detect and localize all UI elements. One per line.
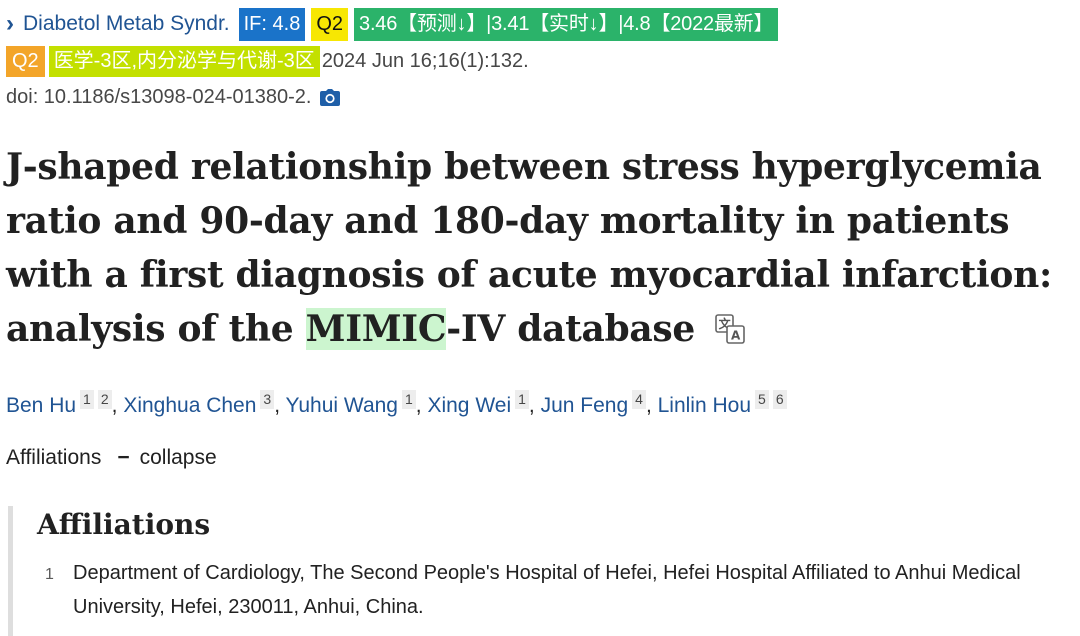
author-separator: , (415, 394, 428, 417)
if-prediction-badge[interactable]: 3.46【预测↓】|3.41【实时↓】|4.8【2022最新】 (354, 7, 779, 41)
author-list: Ben Hu 1 2, Xinghua Chen 3, Yuhui Wang 1, Xi… (6, 390, 787, 418)
author-link[interactable]: Linlin Hou (657, 394, 752, 417)
title-highlight: MIMIC (305, 308, 447, 350)
affiliations-label: Affiliations (6, 446, 102, 469)
affiliation-ref[interactable]: 1 (515, 390, 529, 409)
cas-quartile-badge[interactable]: Q2 (6, 45, 45, 77)
affiliations-heading: Affiliations (37, 508, 211, 541)
affiliation-ref[interactable]: 4 (632, 390, 646, 409)
ranking-line: Q2 医学-3区,内分泌学与代谢-3区 2024 Jun 16;16(1):13… (6, 45, 529, 77)
cas-zone-badge[interactable]: 医学-3区,内分泌学与代谢-3区 (48, 45, 320, 77)
author-separator: , (645, 394, 658, 417)
journal-link[interactable]: › Diabetol Metab Syndr. (6, 10, 230, 38)
collapse-link[interactable]: collapse (139, 446, 217, 469)
article-title: J-shaped relationship between stress hyp… (6, 140, 1080, 359)
affiliation-text: Department of Cardiology, The Second Peo… (73, 562, 1021, 618)
collapse-dash: − (117, 446, 130, 469)
affiliation-ref[interactable]: 1 (80, 390, 94, 409)
title-line-2: ratio and 90-day and 180-day mortality i… (6, 200, 1010, 242)
svg-text:A: A (731, 329, 741, 343)
affiliation-ref[interactable]: 3 (260, 390, 275, 409)
author-link[interactable]: Ben Hu (6, 394, 77, 417)
author-link[interactable]: Jun Feng (540, 394, 629, 417)
author-separator: , (274, 394, 286, 417)
title-line-4-pre: analysis of the (6, 308, 306, 350)
affiliation-number: 1 (45, 566, 54, 583)
author-link[interactable]: Yuhui Wang (285, 394, 398, 417)
author-link[interactable]: Xing Wei (427, 394, 512, 417)
citation-info: 2024 Jun 16;16(1):132. (321, 49, 529, 72)
author-link[interactable]: Xinghua Chen (123, 394, 257, 417)
doi-line: doi: 10.1186/s13098-024-01380-2. (6, 83, 341, 111)
affiliation-ref[interactable]: 1 (401, 390, 416, 409)
affiliations-toggle: Affiliations − collapse (6, 446, 217, 470)
camera-icon[interactable] (320, 88, 341, 106)
affiliation-ref[interactable]: 5 (755, 390, 769, 409)
chevron-right-icon: › (6, 10, 14, 37)
journal-line: › Diabetol Metab Syndr. IF: 4.8 Q2 3.46【… (6, 6, 779, 42)
affiliations-panel: Affiliations 1 Department of Cardiology,… (8, 506, 1080, 636)
affiliation-item: 1 Department of Cardiology, The Second P… (45, 562, 1075, 624)
author-separator: , (111, 394, 124, 417)
author-separator: , (528, 394, 541, 417)
title-line-1: J-shaped relationship between stress hyp… (6, 146, 1042, 188)
translate-icon[interactable]: 文 A (715, 305, 746, 359)
journal-name: Diabetol Metab Syndr. (23, 12, 230, 35)
jcr-quartile-badge[interactable]: Q2 (311, 7, 349, 41)
affiliation-ref[interactable]: 6 (772, 390, 787, 409)
impact-factor-badge[interactable]: IF: 4.8 (238, 7, 306, 41)
affiliation-ref[interactable]: 2 (97, 390, 112, 409)
title-line-3: with a first diagnosis of acute myocardi… (6, 254, 1052, 296)
title-line-4-post: -IV database (446, 308, 695, 350)
doi-text: doi: 10.1186/s13098-024-01380-2. (6, 85, 312, 108)
